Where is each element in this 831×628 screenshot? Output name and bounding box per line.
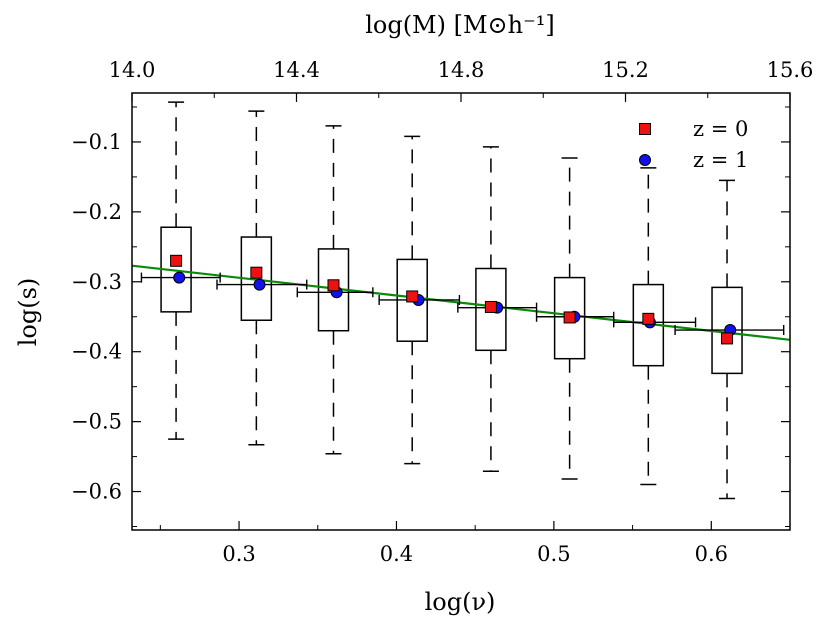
top-tick-label-0: 14.0 xyxy=(109,58,156,82)
top-tick-label-3: 15.2 xyxy=(602,58,649,82)
plot-frame xyxy=(131,92,791,531)
z0-point-7 xyxy=(721,332,734,345)
x-tick-label-1: 0.4 xyxy=(380,542,413,566)
z0-point-3 xyxy=(406,290,419,303)
top-tick-label-2: 14.8 xyxy=(438,58,485,82)
legend-label-z1: z = 1 xyxy=(693,148,748,172)
z0-point-6 xyxy=(642,312,655,325)
y-tick-label-2: −0.3 xyxy=(71,270,122,294)
x-tick-label-2: 0.5 xyxy=(537,542,570,566)
fit-line-layer xyxy=(131,264,791,341)
y-tick-label-1: −0.2 xyxy=(71,200,122,224)
markers-layer xyxy=(170,254,737,345)
legend-marker-z1 xyxy=(639,154,651,166)
fit-line xyxy=(131,264,791,341)
y-tick-label-3: −0.4 xyxy=(71,340,122,364)
x-axis-title: log(ν) xyxy=(425,588,496,616)
y-tick-label-5: −0.6 xyxy=(71,480,122,504)
y-tick-label-4: −0.5 xyxy=(71,410,122,434)
x-tick-label-3: 0.6 xyxy=(695,542,728,566)
z1-point-0 xyxy=(173,271,186,284)
y-axis-title: log(s) xyxy=(14,278,42,347)
legend-marker-z0 xyxy=(639,123,651,135)
top-axis-title: log(M) [M⊙h⁻¹] xyxy=(365,11,555,39)
top-tick-label-4: 15.6 xyxy=(767,58,814,82)
legend: z = 0 z = 1 xyxy=(639,117,748,172)
z0-point-1 xyxy=(250,266,263,279)
z0-point-0 xyxy=(170,254,183,267)
y-tick-label-0: −0.1 xyxy=(71,130,122,154)
legend-label-z0: z = 0 xyxy=(693,117,748,141)
z0-point-5 xyxy=(563,311,576,324)
axes-layer: 0.3 0.4 0.5 0.6 −0.1 −0.2 −0.3 −0.4 −0.5 −0.6 14.0… xyxy=(71,58,813,566)
z0-point-4 xyxy=(484,300,497,313)
z0-point-2 xyxy=(327,279,340,292)
z1-point-1 xyxy=(253,278,266,291)
x-tick-label-0: 0.3 xyxy=(222,542,255,566)
top-tick-label-1: 14.4 xyxy=(273,58,320,82)
